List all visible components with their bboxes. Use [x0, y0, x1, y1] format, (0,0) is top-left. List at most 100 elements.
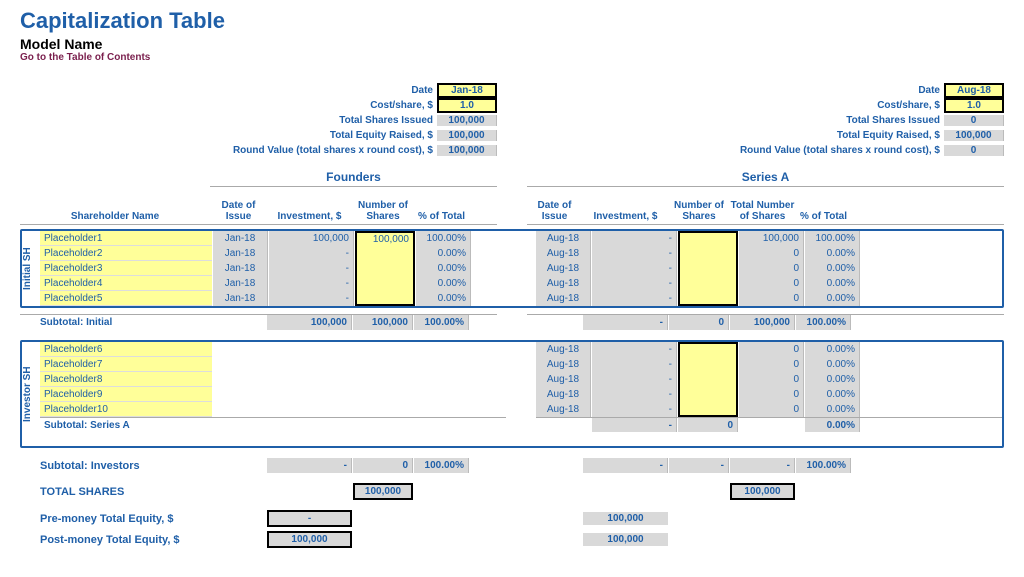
shares-input[interactable] — [355, 261, 415, 276]
cell: Jan-18 — [213, 276, 268, 291]
subtotal-investors-label: Subtotal: Investors — [20, 460, 210, 472]
cell: 0.00% — [805, 402, 860, 417]
seriesa-columns: Date of Issue Investment, $ Number of Sh… — [527, 189, 1004, 225]
shares-input[interactable] — [678, 342, 738, 357]
cell: 0 — [739, 357, 804, 372]
cell: - — [592, 246, 677, 261]
subtotal-val: 100.00% — [796, 315, 851, 330]
meta-label: Cost/share, $ — [877, 100, 944, 111]
seriesa-value: 0 — [944, 145, 1004, 156]
shareholder-name[interactable]: Placeholder9 — [40, 387, 212, 402]
seriesa-date[interactable]: Aug-18 — [944, 83, 1004, 98]
meta-label: Date — [411, 85, 437, 96]
shares-input[interactable] — [678, 372, 738, 387]
shareholder-name[interactable]: Placeholder1 — [40, 231, 212, 246]
shareholder-name[interactable]: Placeholder3 — [40, 261, 212, 276]
cell: Aug-18 — [536, 291, 591, 306]
post-money-label: Post-money Total Equity, $ — [20, 534, 210, 546]
col-shareholder: Shareholder Name — [20, 211, 210, 222]
table-row: Aug-18 - 100,000 100.00% — [536, 231, 1002, 246]
meta-label: Total Equity Raised, $ — [330, 130, 437, 141]
cell: Aug-18 — [536, 342, 591, 357]
cell: - — [269, 246, 354, 261]
cell: Aug-18 — [536, 231, 591, 246]
post-money-founders: 100,000 — [267, 531, 352, 548]
shares-input[interactable] — [678, 291, 738, 306]
table-row: Aug-18 - 0 0.00% — [536, 246, 1002, 261]
shares-input[interactable] — [678, 231, 738, 246]
shares-input[interactable] — [678, 261, 738, 276]
cell: 100,000 — [739, 231, 804, 246]
cell: 0.00% — [805, 291, 860, 306]
founders-cost[interactable]: 1.0 — [437, 98, 497, 113]
cell: 100,000 — [269, 231, 354, 246]
shares-input[interactable]: 100,000 — [355, 231, 415, 246]
founders-header: Founders — [210, 170, 497, 187]
subtotal-initial-label: Subtotal: Initial — [20, 317, 210, 328]
table-row: Aug-18 - 0 0.00% — [536, 291, 1002, 306]
shareholder-name[interactable]: Placeholder5 — [40, 291, 212, 306]
toc-link[interactable]: Go to the Table of Contents — [20, 52, 1004, 63]
cell: 0.00% — [805, 261, 860, 276]
cell: - — [592, 261, 677, 276]
pre-money-seriesa: 100,000 — [583, 512, 668, 525]
shares-input[interactable] — [355, 246, 415, 261]
post-money-seriesa: 100,000 — [583, 533, 668, 546]
shareholder-name[interactable]: Placeholder6 — [40, 342, 212, 357]
cell: 0.00% — [416, 276, 471, 291]
cell: - — [592, 372, 677, 387]
sub-val: - — [583, 458, 668, 473]
cell: Aug-18 — [536, 402, 591, 417]
cell: Jan-18 — [213, 261, 268, 276]
shareholder-name[interactable]: Placeholder2 — [40, 246, 212, 261]
shares-input[interactable] — [355, 291, 415, 306]
table-row: Aug-18 - 0 0.00% — [536, 276, 1002, 291]
seriesa-cost[interactable]: 1.0 — [944, 98, 1004, 113]
cell: 0 — [739, 276, 804, 291]
shareholder-name[interactable]: Placeholder4 — [40, 276, 212, 291]
cell: - — [592, 402, 677, 417]
table-row: Aug-18 - 0 0.00% — [536, 261, 1002, 276]
shares-input[interactable] — [678, 402, 738, 417]
cell: 0 — [739, 261, 804, 276]
shareholder-name[interactable]: Placeholder10 — [40, 402, 212, 417]
cell: 0 — [739, 291, 804, 306]
shares-input[interactable] — [678, 246, 738, 261]
subtotal-val: 100,000 — [353, 315, 413, 330]
total-shares-founders: 100,000 — [353, 483, 413, 500]
table-row: Placeholder4 Jan-18 - 0.00% — [40, 276, 506, 291]
total-shares-seriesa: 100,000 — [730, 483, 795, 500]
shareholder-name[interactable]: Placeholder7 — [40, 357, 212, 372]
table-row: Aug-18 - 0 0.00% — [536, 342, 1002, 357]
shareholder-name[interactable]: Placeholder8 — [40, 372, 212, 387]
cell: 0 — [739, 387, 804, 402]
table-row: Aug-18 - 0 0.00% — [536, 357, 1002, 372]
cell: 100.00% — [805, 231, 860, 246]
subtotal-val: 0 — [669, 315, 729, 330]
founders-equity: 100,000 — [437, 130, 497, 141]
cell: 0.00% — [805, 246, 860, 261]
meta-label: Total Equity Raised, $ — [837, 130, 944, 141]
shares-input[interactable] — [678, 357, 738, 372]
cell: 0.00% — [805, 276, 860, 291]
cell: Jan-18 — [213, 291, 268, 306]
founders-date[interactable]: Jan-18 — [437, 83, 497, 98]
col-date: Date of Issue — [527, 200, 582, 222]
shares-input[interactable] — [678, 276, 738, 291]
cell: - — [592, 231, 677, 246]
table-row: Aug-18 - 0 0.00% — [536, 402, 1002, 417]
table-row: Placeholder6 — [40, 342, 506, 357]
shares-input[interactable] — [678, 387, 738, 402]
sub-val: 0 — [353, 458, 413, 473]
sub-val: - — [267, 458, 352, 473]
cell: Aug-18 — [536, 276, 591, 291]
founders-columns: Shareholder Name Date of Issue Investmen… — [20, 189, 497, 225]
page-title: Capitalization Table — [20, 8, 1004, 34]
shares-input[interactable] — [355, 276, 415, 291]
founders-value: 100,000 — [437, 145, 497, 156]
cell: Aug-18 — [536, 387, 591, 402]
round-meta: DateJan-18 Cost/share, $1.0 Total Shares… — [20, 83, 1004, 158]
table-row: Placeholder7 — [40, 357, 506, 372]
col-date: Date of Issue — [211, 200, 266, 222]
pre-money-label: Pre-money Total Equity, $ — [20, 513, 210, 525]
